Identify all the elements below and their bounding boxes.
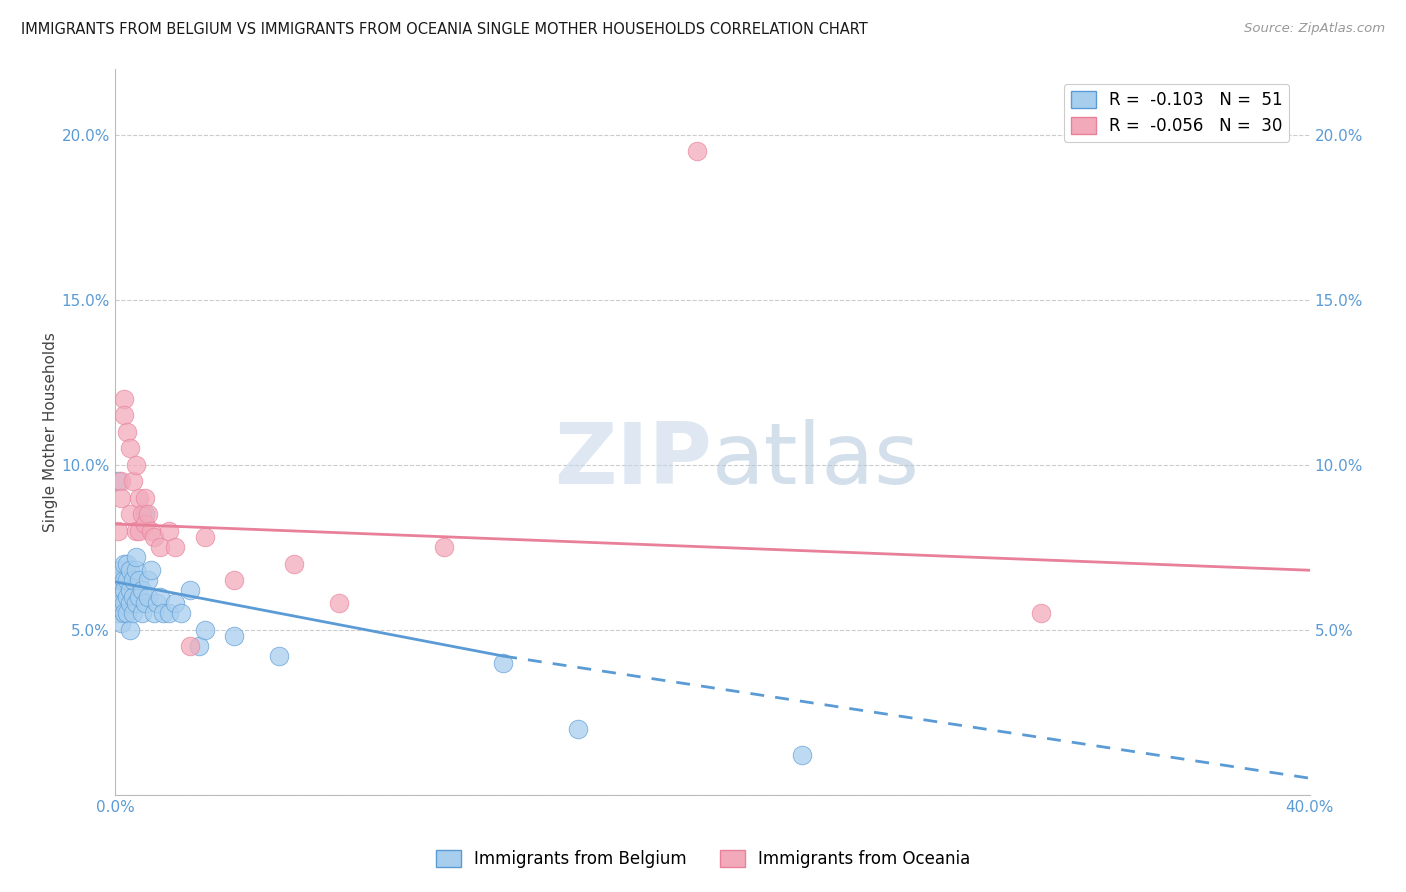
Point: [567, 722, 589, 736]
Point: [115, 573, 138, 587]
Point: [122, 474, 145, 488]
Point: [110, 474, 132, 488]
Point: [136, 507, 159, 521]
Legend: R =  -0.103   N =  51, R =  -0.056   N =  30: R = -0.103 N = 51, R = -0.056 N = 30: [1064, 84, 1289, 142]
Point: [122, 590, 145, 604]
Point: [118, 596, 141, 610]
Point: [107, 474, 129, 488]
Point: [269, 648, 291, 663]
Point: [112, 557, 135, 571]
Point: [432, 540, 454, 554]
Point: [134, 516, 156, 531]
Point: [115, 590, 138, 604]
Point: [118, 563, 141, 577]
Point: [134, 491, 156, 505]
Point: [131, 606, 153, 620]
Point: [224, 573, 246, 587]
Point: [170, 606, 193, 620]
Text: atlas: atlas: [713, 419, 921, 502]
Point: [107, 524, 129, 538]
Point: [179, 582, 201, 597]
Point: [118, 623, 141, 637]
Point: [686, 144, 709, 158]
Point: [112, 606, 135, 620]
Point: [136, 590, 159, 604]
Point: [118, 441, 141, 455]
Point: [107, 606, 129, 620]
Point: [163, 540, 186, 554]
Point: [125, 524, 148, 538]
Point: [128, 491, 150, 505]
Point: [125, 563, 148, 577]
Point: [1029, 606, 1052, 620]
Point: [139, 524, 162, 538]
Point: [131, 507, 153, 521]
Point: [492, 656, 515, 670]
Point: [157, 524, 180, 538]
Point: [125, 458, 148, 472]
Point: [115, 606, 138, 620]
Point: [110, 563, 132, 577]
Point: [193, 530, 215, 544]
Point: [163, 596, 186, 610]
Point: [110, 596, 132, 610]
Point: [112, 596, 135, 610]
Point: [118, 507, 141, 521]
Point: [283, 557, 305, 571]
Point: [149, 590, 172, 604]
Point: [112, 392, 135, 406]
Point: [110, 615, 132, 630]
Point: [146, 596, 169, 610]
Point: [110, 573, 132, 587]
Point: [110, 590, 132, 604]
Point: [134, 507, 156, 521]
Point: [790, 748, 813, 763]
Point: [142, 606, 165, 620]
Point: [128, 524, 150, 538]
Point: [193, 623, 215, 637]
Point: [187, 639, 209, 653]
Point: [125, 549, 148, 564]
Point: [110, 491, 132, 505]
Y-axis label: Single Mother Households: Single Mother Households: [44, 332, 58, 532]
Point: [107, 573, 129, 587]
Text: Source: ZipAtlas.com: Source: ZipAtlas.com: [1244, 22, 1385, 36]
Text: ZIP: ZIP: [554, 419, 713, 502]
Point: [139, 563, 162, 577]
Point: [149, 540, 172, 554]
Point: [122, 606, 145, 620]
Point: [112, 573, 135, 587]
Point: [122, 573, 145, 587]
Point: [328, 596, 350, 610]
Point: [131, 582, 153, 597]
Point: [136, 573, 159, 587]
Point: [152, 606, 174, 620]
Point: [112, 408, 135, 422]
Point: [224, 629, 246, 643]
Point: [179, 639, 201, 653]
Point: [118, 582, 141, 597]
Point: [128, 573, 150, 587]
Point: [112, 582, 135, 597]
Point: [128, 590, 150, 604]
Point: [157, 606, 180, 620]
Point: [115, 425, 138, 439]
Point: [134, 596, 156, 610]
Legend: Immigrants from Belgium, Immigrants from Oceania: Immigrants from Belgium, Immigrants from…: [429, 843, 977, 875]
Point: [142, 530, 165, 544]
Point: [125, 596, 148, 610]
Point: [115, 557, 138, 571]
Text: IMMIGRANTS FROM BELGIUM VS IMMIGRANTS FROM OCEANIA SINGLE MOTHER HOUSEHOLDS CORR: IMMIGRANTS FROM BELGIUM VS IMMIGRANTS FR…: [21, 22, 868, 37]
